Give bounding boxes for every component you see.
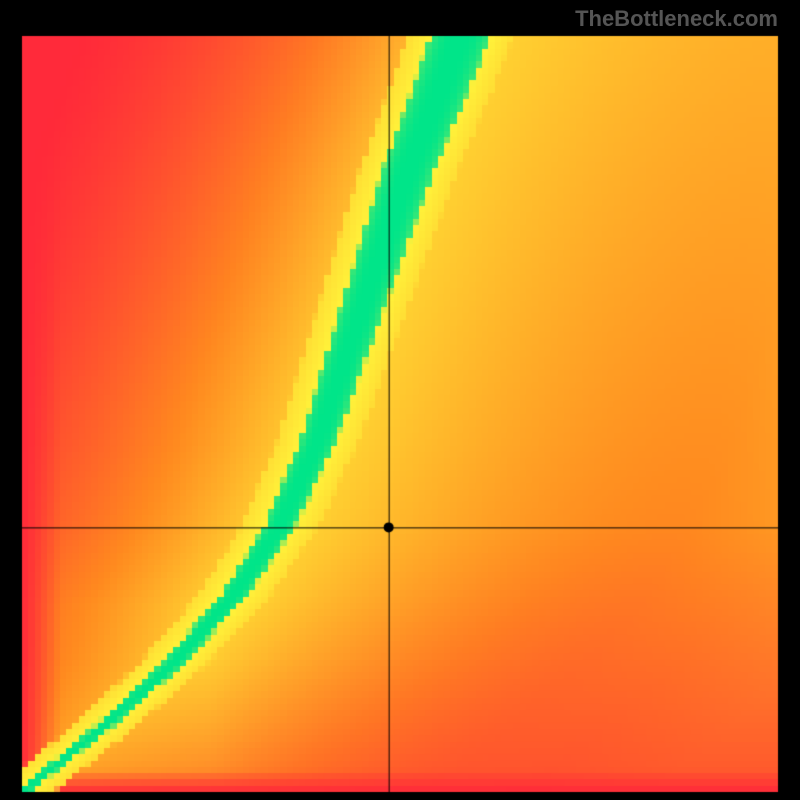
watermark-text: TheBottleneck.com: [575, 6, 778, 32]
chart-container: TheBottleneck.com: [0, 0, 800, 800]
heatmap-canvas: [0, 0, 800, 800]
